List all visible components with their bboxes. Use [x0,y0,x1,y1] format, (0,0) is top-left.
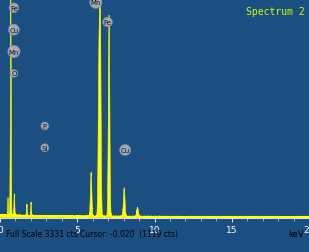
Text: Mn: Mn [9,49,19,55]
Text: Spectrum 2: Spectrum 2 [246,7,304,16]
Text: Fe: Fe [10,6,18,12]
Text: Cu: Cu [9,27,19,34]
Text: O: O [11,71,17,77]
Text: keV: keV [289,229,304,238]
Text: Si: Si [42,145,48,151]
Text: Full Scale 3331 cts Cursor: -0.020  (1119 cts): Full Scale 3331 cts Cursor: -0.020 (1119… [6,229,178,238]
Text: P: P [43,123,47,130]
Text: Fe: Fe [104,20,112,26]
Text: Cu: Cu [121,147,130,153]
Text: Mn: Mn [91,0,101,6]
